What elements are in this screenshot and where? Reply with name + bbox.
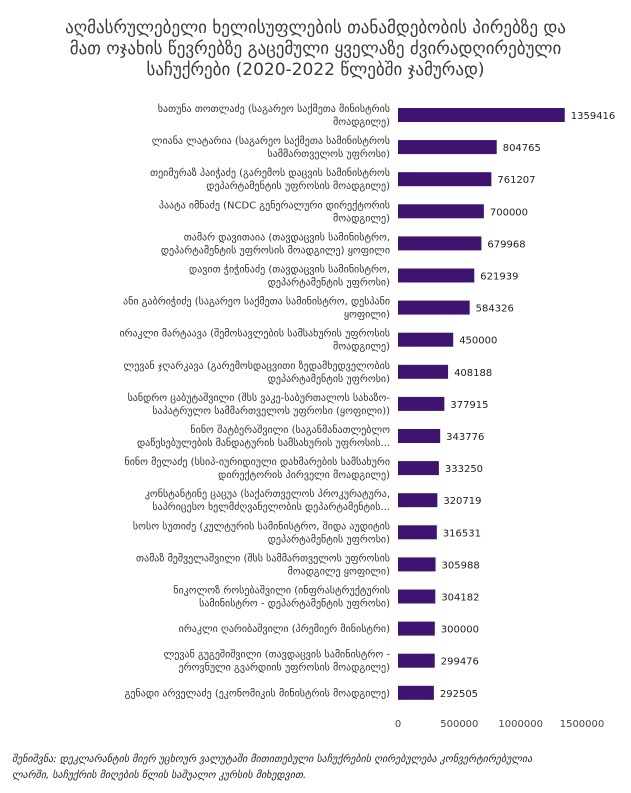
x-tick-label: 500000 — [440, 719, 478, 730]
value-label: 408188 — [454, 368, 492, 379]
bar — [398, 364, 449, 379]
category-label: ირაკლი მარტაავა (შემოსავლების სამსახურის… — [119, 328, 390, 353]
x-tick-label: 1500000 — [560, 719, 605, 730]
bar — [398, 236, 482, 251]
bar — [398, 300, 470, 315]
bar-chart: ხათუნა თოთლაძე (საგარეო საქმეთა მინისტრი… — [119, 103, 616, 730]
category-label: ნინო შატბერაშვილი (საგანმანათლებლო დაწესე… — [137, 424, 390, 449]
category-label: თამარ დავითაია (თავდაცვის სამინისტრო, დეპ… — [161, 231, 390, 256]
chart-title: აღმასრულებელი ხელისუფლების თანამდებობის … — [20, 18, 611, 81]
x-tick-label: 0 — [395, 719, 401, 730]
category-label: დავით ჭიჭინაძე (თავდაცვის სამინისტრო, დეპ… — [189, 264, 390, 289]
category-label: ხათუნა თოთლაძე (საგარეო საქმეთა მინისტრი… — [158, 103, 390, 128]
bar — [398, 685, 434, 700]
bar — [398, 461, 439, 476]
value-label: 804765 — [503, 143, 541, 154]
value-label: 621939 — [480, 272, 518, 283]
chart-title-line-3: საჩუქრები (2020-2022 წლებში ჯამურად) — [146, 60, 485, 80]
category-label: თეიმურაზ პაიჭაძე (გარემოს დაცვის სამინის… — [150, 167, 390, 192]
bar — [398, 493, 438, 508]
footnote-line-2: ლარში, საჩუქრის მიღების წლის საშუალო კურ… — [12, 770, 307, 781]
category-label: ლიანა ლატარია (საგარეო საქმეთა სამინისტრ… — [152, 135, 390, 160]
value-label: 679968 — [487, 239, 525, 250]
category-label: ანი გაბრიჭიძე (საგარეო საქმეთა სამინისტრ… — [123, 296, 390, 321]
category-label: გენადი არველაძე (ეკონომიკის მინისტრის მო… — [125, 687, 390, 699]
footnote-line-1: შენიშვნა: დეკლარანტის მიერ უცხოურ ვალუტა… — [12, 754, 533, 765]
bar — [398, 557, 436, 572]
chart-title-line-1: აღმასრულებელი ხელისუფლების თანამდებობის … — [65, 18, 566, 38]
bar — [398, 172, 492, 187]
bar — [398, 396, 445, 411]
bar — [398, 621, 435, 636]
category-label: ნიკოლოზ როსებაშვილი (ინფრასტრუქტურის სამი… — [173, 585, 390, 610]
bar — [398, 204, 484, 219]
value-label: 320719 — [443, 496, 481, 507]
category-label: სოსო სუთიძე (კულტურის სამინისტრო, შიდა ა… — [133, 520, 390, 545]
bar — [398, 429, 441, 443]
value-label: 292505 — [440, 689, 478, 700]
value-label: 300000 — [441, 625, 479, 636]
bar — [398, 108, 565, 122]
category-label: პაატა იმნაძე (NCDC გენერალური დირექტორის… — [159, 199, 390, 224]
value-label: 584326 — [476, 304, 514, 315]
bar — [398, 653, 435, 668]
value-label: 343776 — [446, 432, 484, 443]
value-label: 305988 — [442, 560, 480, 571]
category-label: ირაკლი ღარიბაშვილი (პრემიერ მინისტრი) — [179, 623, 390, 635]
value-label: 304182 — [441, 593, 479, 604]
value-label: 333250 — [445, 464, 483, 475]
bar — [398, 589, 436, 604]
chart-title-line-2: მათ ოჯახის წევრებზე გაცემული ყველაზე ძვი… — [69, 39, 562, 59]
value-label: 299476 — [441, 657, 479, 668]
category-label: ლევან გუგეშიშვილი (თავდაცვის სამინისტრო … — [164, 649, 391, 674]
bar — [398, 268, 475, 283]
category-label: კონსტანტინე ცაცუა (საქართველოს პროკურატუ… — [145, 488, 390, 513]
value-label: 377915 — [450, 400, 488, 411]
bar — [398, 525, 437, 540]
x-tick-label: 1000000 — [498, 719, 543, 730]
bar — [398, 332, 454, 347]
value-label: 316531 — [443, 528, 481, 539]
value-label: 1359416 — [571, 111, 616, 122]
category-label: ლევან ჯღარკავა (გარემოსდაცვითი ზედამხედვ… — [124, 360, 391, 385]
value-label: 450000 — [459, 336, 497, 347]
value-label: 700000 — [490, 207, 528, 218]
category-label: თამაზ მეშველაშვილი (შსს სამმართველოს უფრ… — [136, 552, 390, 577]
footnote: შენიშვნა: დეკლარანტის მიერ უცხოურ ვალუტა… — [12, 752, 612, 784]
value-label: 761207 — [497, 175, 535, 186]
category-label: სანდრო ცაბუტაშვილი (შსს ვაკე-საბურთალოს … — [128, 392, 391, 417]
bar — [398, 140, 497, 155]
category-label: ნინო მელაძე (სსიპ-იურიდიული დახმარების ს… — [125, 456, 391, 481]
